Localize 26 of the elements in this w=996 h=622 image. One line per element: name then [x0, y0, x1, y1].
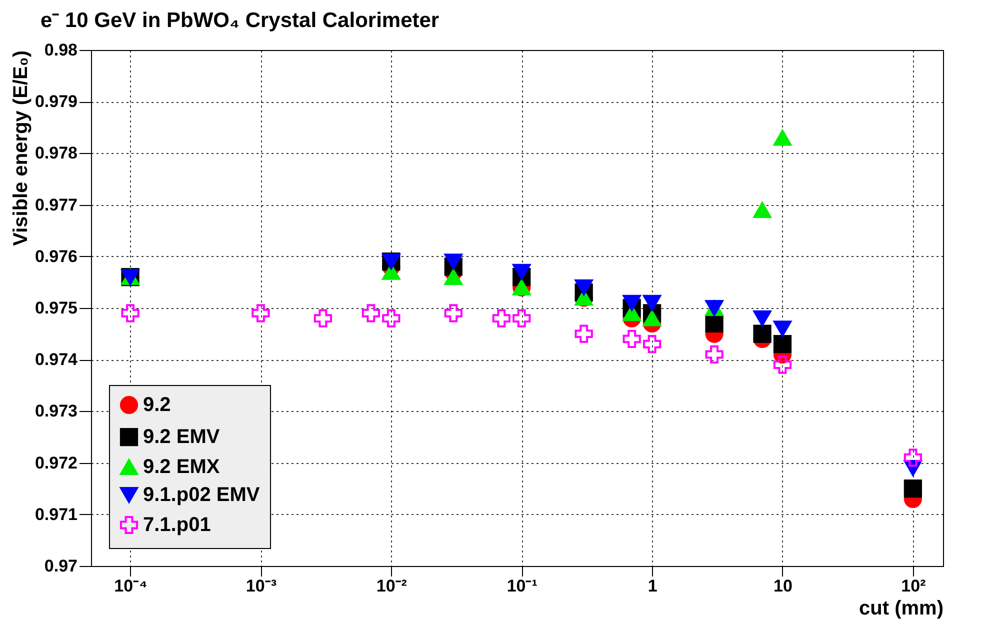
- legend-label: 9.1.p02 EMV: [143, 484, 260, 506]
- y-tick-label: 0.972: [34, 453, 78, 472]
- chart-title: e⁻ 10 GeV in PbWO₄ Crystal Calorimeter: [40, 9, 440, 32]
- x-tick-label: 10⁻³: [246, 576, 277, 596]
- x-tick-label: 1: [648, 576, 658, 596]
- legend-label: 9.2: [143, 394, 171, 416]
- x-tick-label: 10: [774, 576, 792, 596]
- x-tick-label: 10⁻¹: [506, 576, 538, 596]
- legend-label: 9.2 EMV: [143, 426, 220, 448]
- x-tick-label: 10⁻⁴: [114, 576, 148, 596]
- legend-label: 9.2 EMX: [143, 456, 220, 478]
- y-axis-title: Visible energy (E/E₀): [10, 50, 32, 246]
- y-tick-label: 0.973: [34, 402, 78, 421]
- y-tick-label: 0.974: [34, 350, 78, 370]
- y-tick-label: 0.975: [34, 298, 78, 318]
- y-tick-label: 0.971: [34, 504, 78, 524]
- legend-label: 7.1.p01: [143, 514, 211, 536]
- x-axis-title: cut (mm): [859, 598, 944, 620]
- y-tick-label: 0.98: [44, 40, 78, 60]
- y-tick-label: 0.978: [34, 144, 78, 163]
- y-tick-label: 0.97: [44, 556, 78, 576]
- y-tick-label: 0.977: [34, 195, 78, 214]
- x-tick-label: 10⁻²: [376, 576, 408, 596]
- x-tick-label: 10²: [901, 576, 926, 596]
- y-tick-label: 0.979: [34, 92, 78, 112]
- y-tick-label: 0.976: [34, 246, 78, 266]
